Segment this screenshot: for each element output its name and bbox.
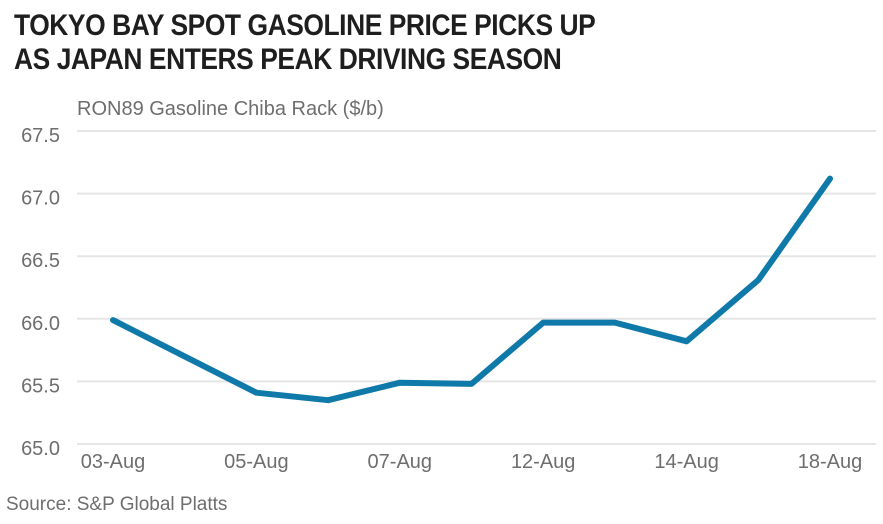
x-axis-tick-label: 18-Aug [798, 451, 863, 473]
x-axis-tick-label: 03-Aug [81, 451, 146, 473]
chart-title: TOKYO BAY SPOT GASOLINE PRICE PICKS UP A… [14, 9, 675, 77]
chart-subtitle: RON89 Gasoline Chiba Rack ($/b) [77, 98, 384, 120]
x-axis-tick-label: 07-Aug [368, 451, 433, 473]
y-axis-tick-label: 67.5 [21, 125, 60, 147]
price-line-series [110, 175, 833, 404]
y-axis-tick-label: 66.0 [21, 313, 60, 335]
x-axis-tick-label: 05-Aug [224, 451, 289, 473]
line-chart: 65.0 65.5 66.0 66.5 67.0 67.5 03-Aug 05-Aug 07-A… [0, 120, 883, 490]
line-chart-canvas: 65.0 65.5 66.0 66.5 67.0 67.5 03-Aug 05-Aug 07-A… [21, 125, 876, 473]
y-axis-tick-label: 66.5 [21, 250, 60, 272]
y-axis-tick-label: 67.0 [21, 188, 60, 210]
y-axis-tick-label: 65.0 [21, 438, 60, 460]
source-attribution: Source: S&P Global Platts [6, 494, 228, 515]
y-axis-tick-label: 65.5 [21, 375, 60, 397]
chart-title-line-1: TOKYO BAY SPOT GASOLINE PRICE PICKS UP [14, 9, 596, 42]
chart-title-line-2: AS JAPAN ENTERS PEAK DRIVING SEASON [14, 43, 562, 76]
x-axis-tick-label: 14-Aug [654, 451, 719, 473]
x-axis-tick-label: 12-Aug [511, 451, 576, 473]
